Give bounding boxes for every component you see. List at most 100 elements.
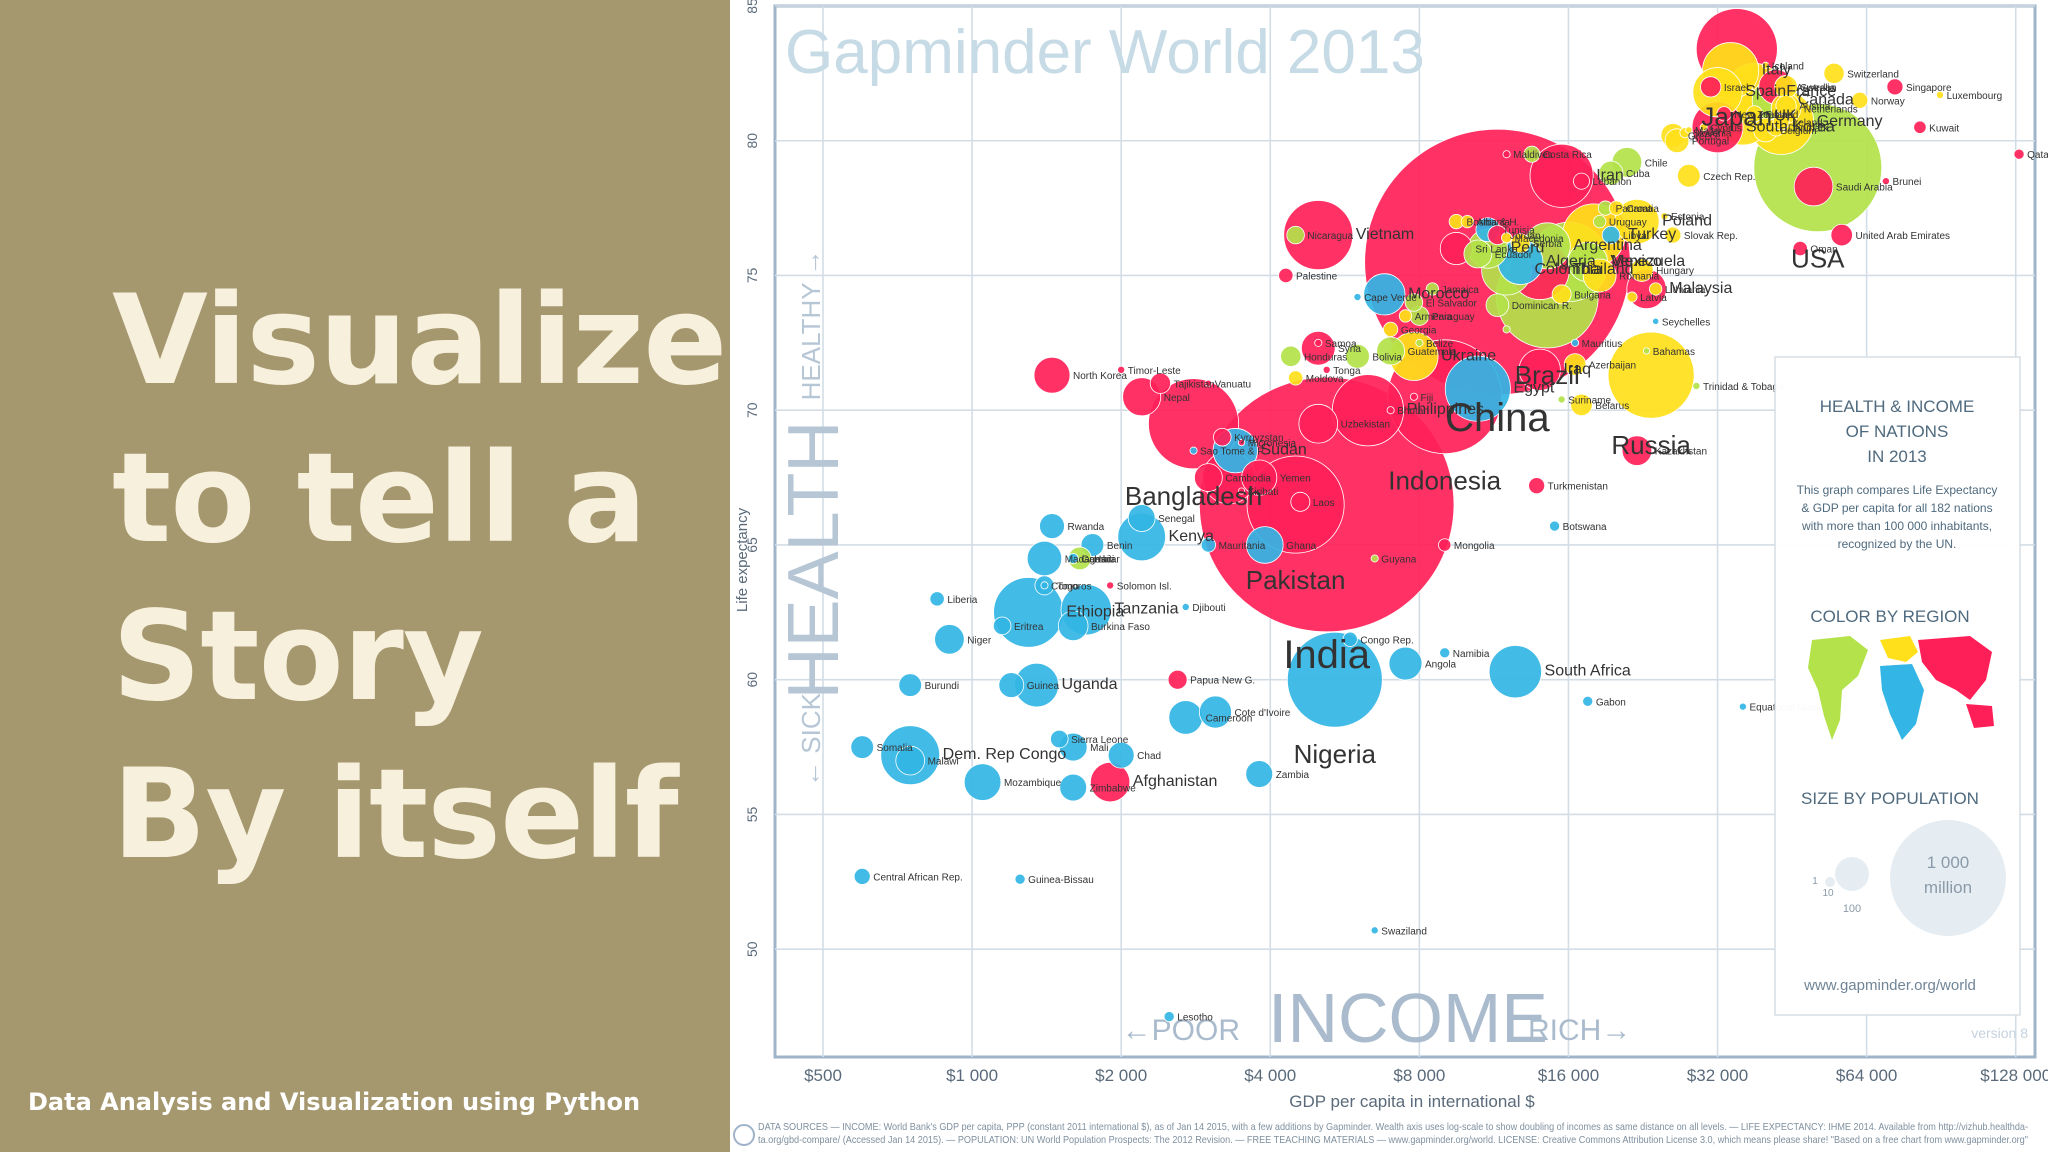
country-label: Japan [1701,102,1772,132]
bubble-point [1563,353,1587,376]
country-label: Ghana [1286,541,1316,552]
bubble-point [1388,646,1423,681]
country-label: Oman [1810,245,1837,256]
bubble-point [1501,232,1513,244]
country-label: Congo Rep. [1360,635,1413,646]
headline-line-1: Visualize [112,269,727,413]
country-label: Djibouti [1192,603,1225,614]
bubble-point [1106,581,1115,590]
country-label: Azerbaijan [1589,360,1636,371]
country-label: Spain [1745,83,1786,100]
bubble-point [1014,873,1026,885]
gapminder-chart: INCOME ←POOR RICH→ HEALTH ← SICK HEALTHY → Ga… [730,0,2048,1152]
bubble-point [850,735,874,759]
version-label: version 8 [1971,1025,2028,1041]
country-label: Uganda [1062,676,1118,693]
country-label: Zambia [1276,770,1310,781]
bubble-point [1692,381,1701,390]
legend-map-africa [1880,664,1924,740]
country-label: Paraguay [1432,312,1475,323]
country-label: Egypt [1513,380,1554,397]
bubble-point [1107,741,1135,769]
country-label: Serbia [1533,239,1562,250]
country-label: Italy [1762,62,1791,79]
country-label: Pakistan [1246,565,1346,595]
country-label: Tanzania [1114,601,1178,618]
country-label: Panama [1616,204,1654,215]
bubble-point [1886,78,1904,96]
bubble-point [1283,200,1354,270]
bubble-point [2013,148,2025,160]
country-label: Czech Rep. [1703,172,1755,183]
bubble-point [1460,214,1474,229]
y-tick-label: 75 [744,267,760,283]
bubble-point [1444,355,1511,422]
country-label: Poland [1662,213,1712,230]
country-label: Algeria [1546,253,1596,270]
bubble-point [1664,226,1682,244]
country-label: Kenya [1169,528,1214,545]
country-label: Central African Rep. [873,872,963,883]
country-label: Jordan [1510,231,1541,242]
country-label: Seychelles [1662,317,1710,328]
country-label: Togo [1057,581,1079,592]
country-label: Romania [1619,271,1659,282]
bubble-point [1376,336,1405,366]
legend-size-circle-1000 [1890,820,2006,936]
x-tick-label: $2 000 [1095,1066,1147,1085]
y-tick-label: 70 [744,402,760,418]
country-label: China [1445,396,1550,440]
bubble-layer [850,8,2025,1023]
country-label: Ecuador [1495,250,1533,261]
bubble-point [1198,695,1232,729]
legend-map-asia [1918,636,1992,700]
country-label: Sierra Leone [1071,735,1129,746]
bubble-point [1370,554,1379,563]
bubble-point [1246,526,1284,564]
poor-banner: ←POOR [1122,1014,1240,1047]
income-banner: INCOME [1268,979,1548,1057]
country-label: Sudan [1261,442,1307,459]
headline-line-2: to tell a [112,427,647,571]
country-label: Lithuania [1665,285,1706,296]
country-label: Laos [1313,498,1335,509]
country-label: Namibia [1453,649,1490,660]
country-label: Mauritius [1582,339,1623,350]
bubble-point [1523,145,1541,163]
country-label: South Korea [1746,118,1835,135]
bubble-point [1772,113,1790,131]
bubble-point [1149,372,1171,394]
country-label: Liberia [947,595,977,606]
bubble-point [1353,293,1362,302]
sources-line: DATA SOURCES — INCOME: World Bank's GDP … [758,1121,2028,1133]
bubble-point [1245,760,1274,788]
bubble-point [1039,513,1065,539]
country-label: Kazakhstan [1655,447,1707,458]
country-label: Papua New G. [1190,676,1255,687]
country-label: Ireland [1792,118,1823,129]
country-label: Malaysia [1669,280,1732,297]
country-label: Finland [1766,110,1799,121]
y-tick-label: 50 [744,941,760,957]
country-label: Greece [1688,131,1721,142]
country-label: Kuwait [1929,123,1959,134]
country-label: Timor-Leste [1128,366,1181,377]
legend-map-europe [1880,636,1918,662]
bubble-point [1438,538,1452,552]
country-label: Philippines [1407,401,1484,418]
bubble-point [1614,198,1660,245]
country-label: El Salvador [1426,298,1478,309]
bubble-point [1557,395,1566,404]
bubble-point [1168,700,1204,735]
bubble-point [1386,406,1395,415]
axis-layer: $500 $1 000 $2 000 $4 000 $8 000 $16 000 $32 0… [734,0,2048,1111]
bubble-point [1213,427,1232,447]
country-label: Zimbabwe [1090,784,1137,795]
bubble-point [1163,1011,1175,1023]
country-label: Belarus [1595,401,1629,412]
country-label: Venezuela [1610,253,1685,270]
country-label: Lebanon [1593,177,1632,188]
bubble-point [1181,602,1190,611]
x-tick-label: $4 000 [1244,1066,1296,1085]
bubble-point [1621,435,1653,466]
